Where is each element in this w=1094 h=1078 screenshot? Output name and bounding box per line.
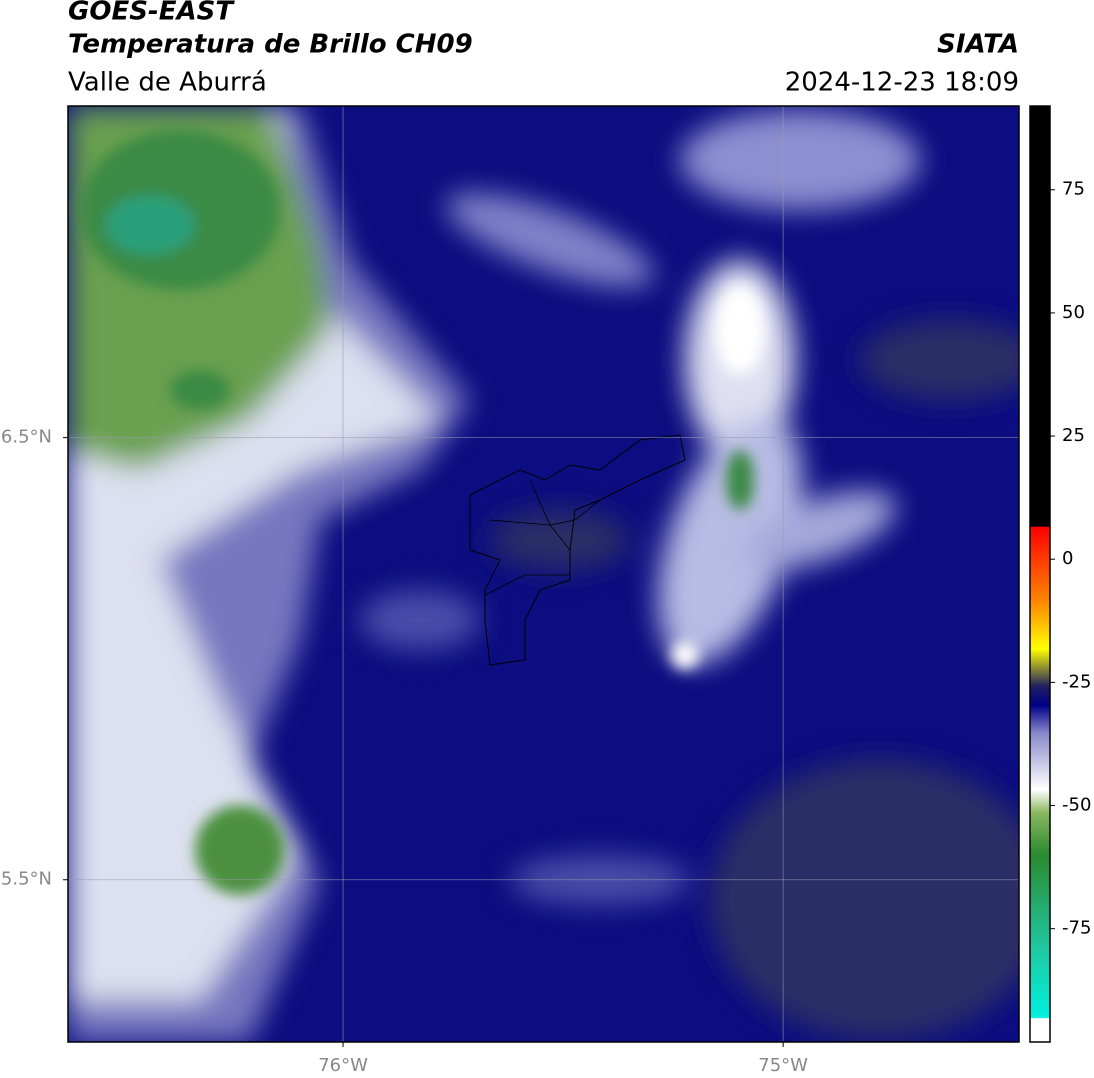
colorbar (1029, 105, 1051, 1043)
colorbar-tick-label: 75 (1062, 179, 1085, 200)
title: GOES-EAST (68, 0, 235, 27)
x-tick-label: 75°W (758, 1055, 808, 1076)
region: Valle de Aburrá (68, 68, 267, 98)
colorbar-tick-label: 50 (1062, 302, 1085, 323)
y-tick-label: 6.5°N (1, 427, 52, 448)
source: SIATA (937, 30, 1019, 60)
x-tick-label: 76°W (318, 1055, 368, 1076)
colorbar-tick-label: -25 (1062, 671, 1091, 692)
datetime: 2024-12-23 18:09 (785, 68, 1019, 98)
satellite-field (68, 106, 1019, 1042)
colorbar-tick-label: -75 (1062, 918, 1091, 939)
colorbar-tick-label: 0 (1062, 548, 1073, 569)
colorbar-tick-label: -50 (1062, 795, 1091, 816)
map-frame (67, 105, 1020, 1043)
colorbar-tick-label: 25 (1062, 425, 1085, 446)
y-tick-label: 5.5°N (1, 869, 52, 890)
subtitle: Temperatura de Brillo CH09 (68, 30, 473, 60)
valle-aburra-outline (469, 434, 686, 666)
